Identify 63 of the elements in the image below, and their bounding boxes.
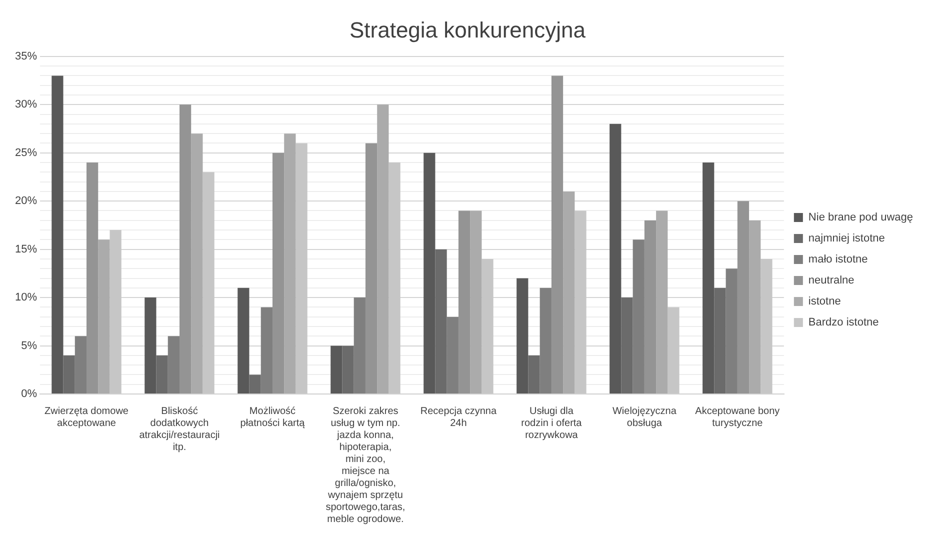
- bar: [191, 134, 203, 394]
- bar: [74, 336, 87, 394]
- bar: [144, 298, 156, 394]
- bar: [354, 298, 366, 394]
- bar: [702, 162, 714, 394]
- bar: [284, 134, 296, 394]
- bar: [342, 346, 354, 394]
- bar: [563, 191, 575, 394]
- bar: [168, 336, 180, 394]
- bar: [610, 124, 622, 394]
- y-tick-label: 10%: [14, 292, 38, 304]
- bar: [52, 76, 64, 394]
- bar: [621, 298, 633, 394]
- bar: [330, 346, 342, 394]
- bar: [63, 355, 75, 394]
- y-tick-label: 25%: [14, 146, 38, 159]
- x-tick-label: Możliwość płatności kartą: [240, 406, 306, 429]
- bar: [156, 355, 168, 394]
- bar: [272, 152, 284, 394]
- bar: [540, 288, 552, 394]
- bar: [435, 249, 447, 394]
- bar: [644, 220, 656, 394]
- bar: [86, 162, 98, 394]
- bar: [470, 210, 482, 394]
- y-tick-label: 15%: [14, 243, 38, 256]
- bar: [528, 355, 540, 394]
- chart-title: Strategia konkurencyjna: [349, 17, 586, 42]
- bar: [238, 288, 250, 394]
- bar: [260, 307, 272, 394]
- bar: [424, 152, 436, 394]
- bar: [365, 143, 378, 394]
- legend-label: mało istotne: [808, 254, 868, 266]
- y-tick-label: 30%: [14, 98, 38, 111]
- bar: [377, 104, 389, 394]
- y-tick-label: 0%: [21, 388, 38, 400]
- bar: [714, 288, 726, 394]
- y-tick-label: 35%: [14, 50, 38, 62]
- y-tick-label: 20%: [14, 195, 38, 208]
- bar: [726, 268, 738, 394]
- x-tick-label: Zwierzęta domowe akceptowane: [44, 406, 129, 429]
- bar: [458, 210, 470, 394]
- legend-label: Bardzo istotne: [808, 316, 879, 329]
- y-tick-label: 5%: [21, 340, 38, 352]
- bar: [632, 240, 644, 394]
- legend-label: neutralne: [808, 274, 854, 287]
- x-tick-label: Wielojęzyczna obsługa: [612, 406, 677, 429]
- bar: [749, 220, 761, 394]
- bar: [656, 210, 668, 394]
- x-tick-label: Recepcja czynna 24h: [420, 406, 497, 429]
- category-label: Szeroki zakres usług w tym np. jazda konna, hipoterapia, mini zoo, miejsce na grilla/ognisko, wynajem sprzętu sportowego,taras, meble ogrodowe.: [326, 406, 406, 525]
- legend-label: najmniej istotne: [808, 232, 885, 245]
- bar: [180, 104, 192, 394]
- legend-label: Nie brane pod uwagę: [808, 212, 914, 224]
- bar: [516, 278, 528, 394]
- x-tick-label: Bliskość dodatkowych atrakcji/restauracji itp.: [139, 406, 220, 453]
- legend-label: istotne: [808, 296, 841, 308]
- bar: [98, 240, 110, 394]
- bar: [737, 201, 750, 394]
- bar: [249, 374, 261, 394]
- bar: [551, 76, 564, 394]
- x-tick-label: Akceptowane bony turystyczne: [695, 406, 780, 429]
- x-tick-label: Usługi dla rodzin i oferta rozrywkowa: [521, 406, 582, 441]
- bar: [446, 316, 458, 394]
